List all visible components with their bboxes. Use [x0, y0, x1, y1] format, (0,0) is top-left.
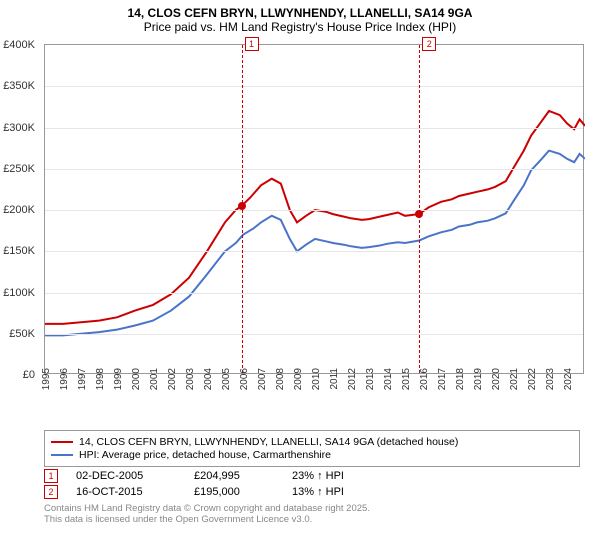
x-axis-tick-label: 2009: [293, 368, 304, 390]
y-axis-tick-label: £50K: [0, 328, 41, 340]
x-axis-tick-label: 2018: [455, 368, 466, 390]
x-axis-tick-label: 2017: [437, 368, 448, 390]
sale-row: 1 02-DEC-2005 £204,995 23% ↑ HPI: [44, 469, 580, 483]
footer-line1: Contains HM Land Registry data © Crown c…: [44, 503, 580, 514]
x-axis-tick-label: 1997: [77, 368, 88, 390]
x-axis-tick-label: 2001: [149, 368, 160, 390]
sale-hpi-delta: 13% ↑ HPI: [292, 486, 344, 498]
x-axis-tick-label: 2015: [401, 368, 412, 390]
x-axis-tick-label: 2010: [311, 368, 322, 390]
x-axis-tick-label: 2013: [365, 368, 376, 390]
sale-flag: 2: [422, 37, 436, 51]
gridline: [45, 169, 583, 170]
legend: 14, CLOS CEFN BRYN, LLWYNHENDY, LLANELLI…: [44, 430, 580, 467]
sales-table: 1 02-DEC-2005 £204,995 23% ↑ HPI 2 16-OC…: [44, 469, 580, 499]
sale-row: 2 16-OCT-2015 £195,000 13% ↑ HPI: [44, 485, 580, 499]
x-axis-tick-label: 2005: [221, 368, 232, 390]
x-axis-tick-label: 2012: [347, 368, 358, 390]
x-axis-tick-label: 2016: [419, 368, 430, 390]
sale-dot: [238, 202, 246, 210]
legend-swatch: [51, 441, 73, 443]
sale-price: £204,995: [194, 470, 274, 482]
legend-label: 14, CLOS CEFN BRYN, LLWYNHENDY, LLANELLI…: [79, 436, 458, 448]
y-axis-tick-label: £350K: [0, 80, 41, 92]
x-axis-tick-label: 1998: [95, 368, 106, 390]
x-axis-tick-label: 2008: [275, 368, 286, 390]
sale-marker-line: [419, 45, 420, 373]
footer-attribution: Contains HM Land Registry data © Crown c…: [44, 503, 580, 525]
sale-index-box: 2: [44, 485, 58, 499]
x-axis-tick-label: 2004: [203, 368, 214, 390]
x-axis-tick-label: 2021: [509, 368, 520, 390]
sale-hpi-delta: 23% ↑ HPI: [292, 470, 344, 482]
chart-title: 14, CLOS CEFN BRYN, LLWYNHENDY, LLANELLI…: [0, 0, 600, 36]
x-axis-tick-label: 2024: [563, 368, 574, 390]
sale-date: 02-DEC-2005: [76, 470, 176, 482]
x-axis-tick-label: 2000: [131, 368, 142, 390]
sale-flag: 1: [245, 37, 259, 51]
title-line1: 14, CLOS CEFN BRYN, LLWYNHENDY, LLANELLI…: [8, 6, 592, 20]
legend-label: HPI: Average price, detached house, Carm…: [79, 449, 331, 461]
gridline: [45, 251, 583, 252]
legend-row-hpi: HPI: Average price, detached house, Carm…: [51, 449, 573, 461]
y-axis-tick-label: £200K: [0, 204, 41, 216]
x-axis-tick-label: 2002: [167, 368, 178, 390]
y-axis-tick-label: £250K: [0, 163, 41, 175]
x-axis-tick-label: 1999: [113, 368, 124, 390]
x-axis-tick-label: 2007: [257, 368, 268, 390]
x-axis-tick-label: 2011: [329, 368, 340, 390]
gridline: [45, 128, 583, 129]
title-line2: Price paid vs. HM Land Registry's House …: [8, 20, 592, 34]
x-axis-tick-label: 1996: [59, 368, 70, 390]
sale-date: 16-OCT-2015: [76, 486, 176, 498]
x-axis-tick-label: 2019: [473, 368, 484, 390]
legend-swatch: [51, 454, 73, 456]
y-axis-tick-label: £400K: [0, 39, 41, 51]
sale-dot: [415, 210, 423, 218]
gridline: [45, 210, 583, 211]
x-axis-tick-label: 2022: [527, 368, 538, 390]
y-axis-tick-label: £150K: [0, 245, 41, 257]
chart-container: £0 £50K £100K £150K £200K £250K £300K £350K £400…: [0, 36, 600, 426]
x-axis-tick-label: 2023: [545, 368, 556, 390]
x-axis-tick-label: 2020: [491, 368, 502, 390]
legend-row-price-paid: 14, CLOS CEFN BRYN, LLWYNHENDY, LLANELLI…: [51, 436, 573, 448]
y-axis-tick-label: £0: [0, 369, 41, 381]
x-axis-tick-label: 2014: [383, 368, 394, 390]
footer-line2: This data is licensed under the Open Gov…: [44, 514, 580, 525]
x-axis-tick-label: 2003: [185, 368, 196, 390]
series-line-hpi: [45, 151, 585, 336]
y-axis-tick-label: £300K: [0, 122, 41, 134]
gridline: [45, 293, 583, 294]
plot-area: £0£50K£100K£150K£200K£250K£300K£350K£400…: [44, 44, 584, 374]
y-axis-tick-label: £100K: [0, 287, 41, 299]
x-axis-tick-label: 1995: [41, 368, 52, 390]
sale-index-box: 1: [44, 469, 58, 483]
sale-price: £195,000: [194, 486, 274, 498]
gridline: [45, 86, 583, 87]
gridline: [45, 334, 583, 335]
